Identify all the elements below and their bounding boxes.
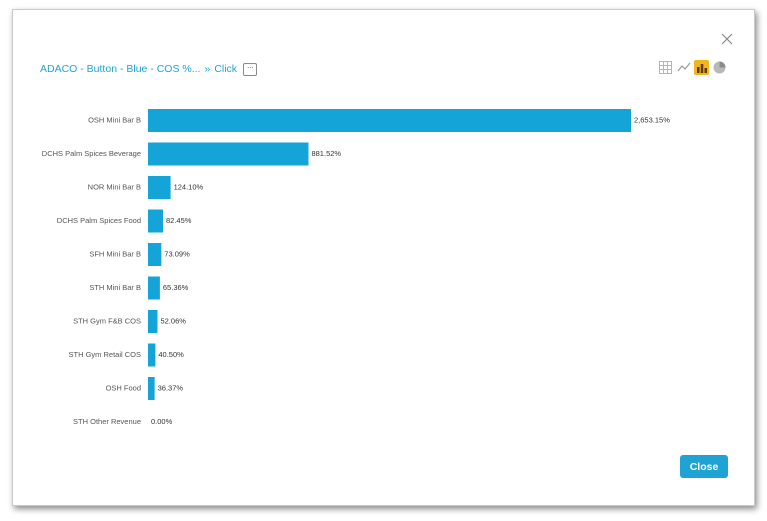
value-label: 0.00% — [151, 417, 173, 426]
value-label: 52.06% — [160, 316, 186, 325]
close-button[interactable]: Close — [680, 455, 728, 478]
view-switcher — [658, 60, 727, 75]
line-chart-view-icon[interactable] — [676, 60, 691, 75]
report-link[interactable]: ADACO - Button - Blue - COS %... — [40, 63, 201, 75]
bar[interactable] — [148, 276, 160, 300]
breadcrumb-separator: » — [204, 63, 211, 75]
value-label: 36.37% — [158, 383, 184, 392]
bar[interactable] — [148, 176, 171, 199]
category-label: OSH Mini Bar B — [88, 115, 141, 124]
bar[interactable] — [148, 377, 155, 400]
category-label: STH Other Revenue — [73, 417, 141, 426]
chart-dialog: ADACO - Button - Blue - COS %... » Click… — [12, 9, 755, 506]
value-label: 2,653.15% — [634, 115, 670, 124]
action-label: Click — [214, 63, 238, 75]
breadcrumb: ADACO - Button - Blue - COS %... » Click… — [40, 61, 258, 77]
value-label: 73.09% — [164, 249, 190, 258]
bar[interactable] — [148, 142, 309, 166]
category-label: OSH Food — [106, 383, 141, 392]
bar-chart-view-icon[interactable] — [694, 60, 709, 75]
value-label: 65.36% — [163, 283, 189, 292]
category-label: DCHS Palm Spices Food — [57, 216, 141, 225]
bar[interactable] — [148, 243, 162, 266]
value-label: 82.45% — [166, 216, 192, 225]
category-label: DCHS Palm Spices Beverage — [42, 149, 141, 158]
category-label: STH Gym F&B COS — [73, 316, 141, 325]
value-label: 881.52% — [311, 149, 341, 158]
value-label: 40.50% — [158, 350, 184, 359]
category-label: STH Gym Retail COS — [68, 350, 141, 359]
close-icon[interactable] — [719, 31, 735, 47]
table-view-icon[interactable] — [658, 60, 673, 75]
bar[interactable] — [148, 310, 158, 333]
category-label: NOR Mini Bar B — [88, 182, 141, 191]
bar[interactable] — [148, 109, 631, 132]
category-label: SFH Mini Bar B — [89, 249, 141, 258]
bar-chart: OSH Mini Bar B 2,653.15% DCHS Palm Spices … — [42, 109, 670, 426]
category-label: STH Mini Bar B — [89, 283, 141, 292]
pie-chart-view-icon[interactable] — [712, 60, 727, 75]
bar[interactable] — [148, 209, 164, 233]
bar[interactable] — [148, 343, 156, 367]
more-options-button[interactable]: ··· — [243, 62, 258, 76]
value-label: 124.10% — [174, 182, 204, 191]
